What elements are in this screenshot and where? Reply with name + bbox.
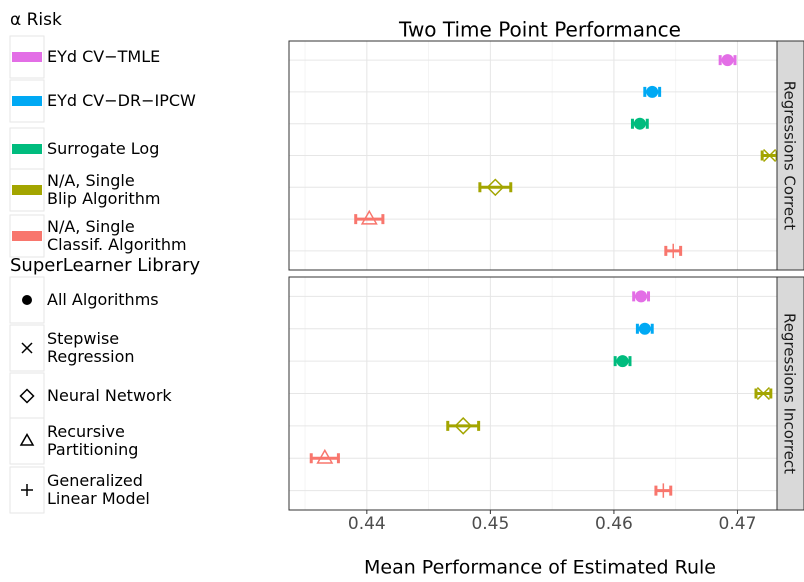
legend-label: N/A, Single Classif. Algorithm — [47, 217, 187, 254]
legend-label: Stepwise Regression — [47, 329, 135, 366]
point — [656, 483, 671, 498]
legend-label: EYd CV−DR−IPCW — [47, 91, 196, 110]
point — [638, 322, 651, 335]
legend-key-box — [9, 417, 45, 465]
point — [486, 178, 505, 197]
legend-symbol — [19, 432, 35, 446]
error-bar — [478, 182, 513, 193]
legend-label: All Algorithms — [47, 290, 159, 309]
point — [360, 209, 378, 225]
legend-swatch — [12, 144, 42, 154]
point-shape — [666, 243, 681, 259]
point-shape — [19, 432, 35, 446]
point — [756, 386, 770, 401]
legend-title: α Risk — [10, 10, 62, 30]
strip-label: Regressions Incorrect — [781, 313, 799, 474]
error-bar — [309, 453, 340, 464]
x-axis-title: Mean Performance of Estimated Rule — [364, 557, 716, 579]
legend-swatch — [12, 96, 42, 106]
x-tick-label: 0.44 — [348, 514, 386, 534]
strip — [776, 40, 804, 271]
legend-swatch — [12, 185, 42, 195]
legend-label: Recursive Partitioning — [47, 422, 138, 459]
legend-label: Surrogate Log — [47, 139, 159, 158]
point — [454, 417, 473, 435]
legend-label: EYd CV−TMLE — [47, 47, 160, 66]
point-shape — [638, 322, 651, 335]
legend-symbol — [21, 484, 33, 496]
point — [646, 85, 659, 98]
x-tick-label: 0.47 — [719, 514, 757, 534]
x-tick-label: 0.45 — [471, 514, 509, 534]
error-bar — [354, 214, 385, 225]
strip-label: Regressions Correct — [781, 81, 799, 230]
point-shape — [486, 178, 505, 197]
strip — [776, 276, 804, 511]
point-shape — [646, 85, 659, 98]
legend-label: Neural Network — [47, 386, 172, 405]
point — [635, 290, 648, 303]
legend-swatch — [12, 231, 42, 241]
point — [763, 148, 777, 163]
point-shape — [22, 295, 32, 305]
point — [666, 243, 681, 259]
point-shape — [316, 448, 334, 464]
legend-title: SuperLearner Library — [10, 255, 201, 276]
point-shape — [635, 290, 648, 303]
legend-symbol — [21, 342, 33, 354]
point-shape — [19, 388, 35, 404]
point-shape — [656, 483, 671, 498]
point-shape — [21, 484, 33, 496]
legend-symbol — [19, 388, 35, 404]
legend-label: Generalized Linear Model — [47, 471, 150, 508]
point-shape — [21, 342, 33, 354]
point — [721, 54, 734, 67]
point — [633, 117, 646, 130]
legend-label: N/A, Single Blip Algorithm — [47, 171, 160, 208]
point-shape — [360, 209, 378, 225]
legend-swatch — [12, 52, 42, 62]
point — [616, 355, 629, 368]
chart-title: Two Time Point Performance — [398, 18, 681, 42]
legend-key-box — [9, 372, 45, 420]
x-tick-label: 0.46 — [595, 514, 633, 534]
point-shape — [756, 386, 770, 401]
point-shape — [454, 417, 473, 435]
legend-symbol — [22, 295, 32, 305]
point-shape — [633, 117, 646, 130]
point-shape — [616, 355, 629, 368]
point-shape — [763, 148, 777, 163]
point — [316, 448, 334, 464]
point-shape — [721, 54, 734, 67]
error-bar — [446, 420, 481, 431]
